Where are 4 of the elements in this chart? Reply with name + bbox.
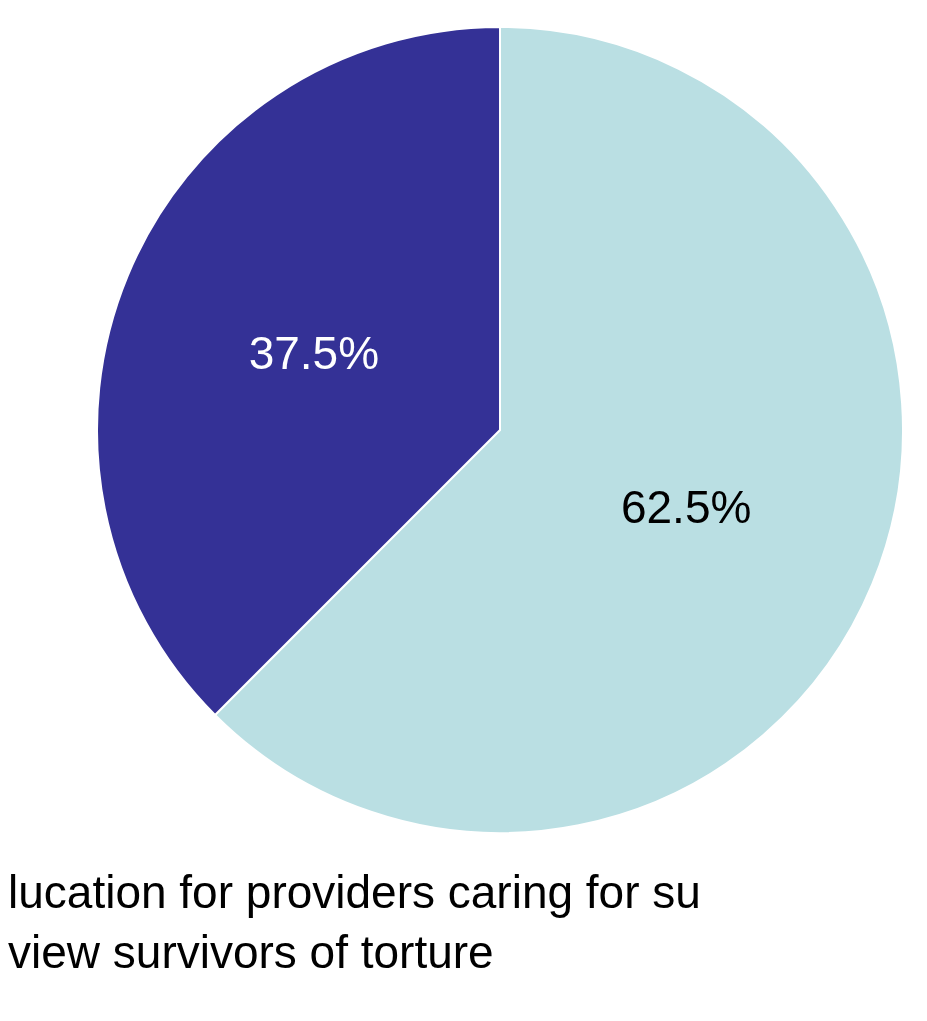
text: lucation for providers caring for su bbox=[8, 866, 701, 918]
data-label: 62.5% bbox=[620, 481, 752, 534]
data-label: 37.5% bbox=[248, 326, 380, 379]
text: view survivors of torture bbox=[8, 926, 494, 978]
